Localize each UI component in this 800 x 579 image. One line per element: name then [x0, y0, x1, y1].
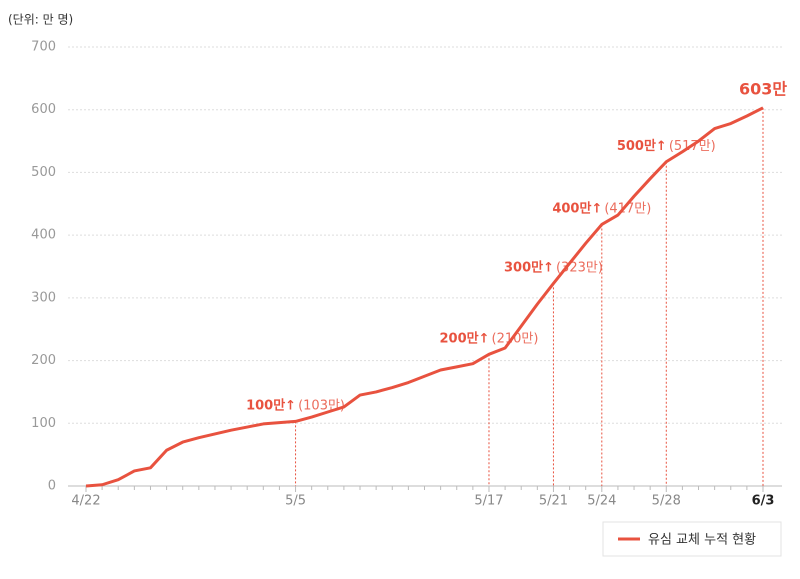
y-tick-label: 700: [31, 40, 56, 55]
y-tick-label: 300: [31, 290, 56, 305]
y-tick-label: 500: [31, 165, 56, 180]
x-tick-label: 4/22: [71, 494, 100, 509]
annotation-detail: (103만): [298, 398, 345, 413]
x-tick-label: 5/28: [652, 494, 681, 509]
legend-label: 유심 교체 누적 현황: [648, 533, 756, 548]
annotation-detail: (210만): [492, 331, 539, 346]
annotation-text: 500만↑: [617, 137, 667, 153]
x-tick-label: 6/3: [752, 494, 775, 509]
annotation-text: 200만↑: [440, 330, 490, 346]
series-line: [85, 106, 764, 488]
y-tick-label: 600: [31, 102, 56, 117]
x-tick-label: 5/21: [539, 494, 568, 509]
y-tick-label: 400: [31, 228, 56, 243]
x-tick-label: 5/24: [587, 494, 616, 509]
y-tick-label: 0: [48, 479, 56, 494]
annotation: 400만↑ (417만): [552, 200, 651, 216]
y-tick-label: 200: [31, 353, 56, 368]
x-tick-label: 5/5: [285, 494, 306, 509]
end-label: 603만: [739, 79, 787, 98]
y-tick-label: 100: [31, 416, 56, 431]
annotation-detail: (417만): [604, 201, 651, 216]
x-tick-label: 5/17: [474, 494, 503, 509]
unit-label: (단위: 만 명): [8, 13, 73, 27]
annotation: 300만↑ (323만): [504, 259, 603, 275]
annotation: 200만↑ (210만): [440, 330, 539, 346]
annotation-text: 400만↑: [552, 200, 602, 216]
annotation-text: 100만↑: [246, 397, 296, 413]
annotation-text: 300만↑: [504, 259, 554, 275]
